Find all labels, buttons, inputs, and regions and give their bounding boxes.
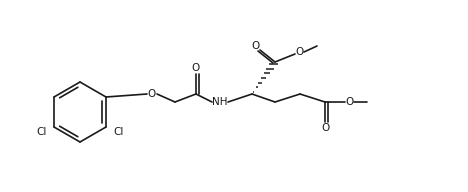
Text: O: O [346,97,354,107]
Text: Cl: Cl [37,127,47,137]
Text: O: O [296,47,304,57]
Text: Cl: Cl [113,127,124,137]
Text: O: O [192,63,200,73]
Text: O: O [148,89,156,99]
Text: O: O [251,41,259,51]
Text: O: O [321,123,329,133]
Text: NH: NH [212,97,228,107]
